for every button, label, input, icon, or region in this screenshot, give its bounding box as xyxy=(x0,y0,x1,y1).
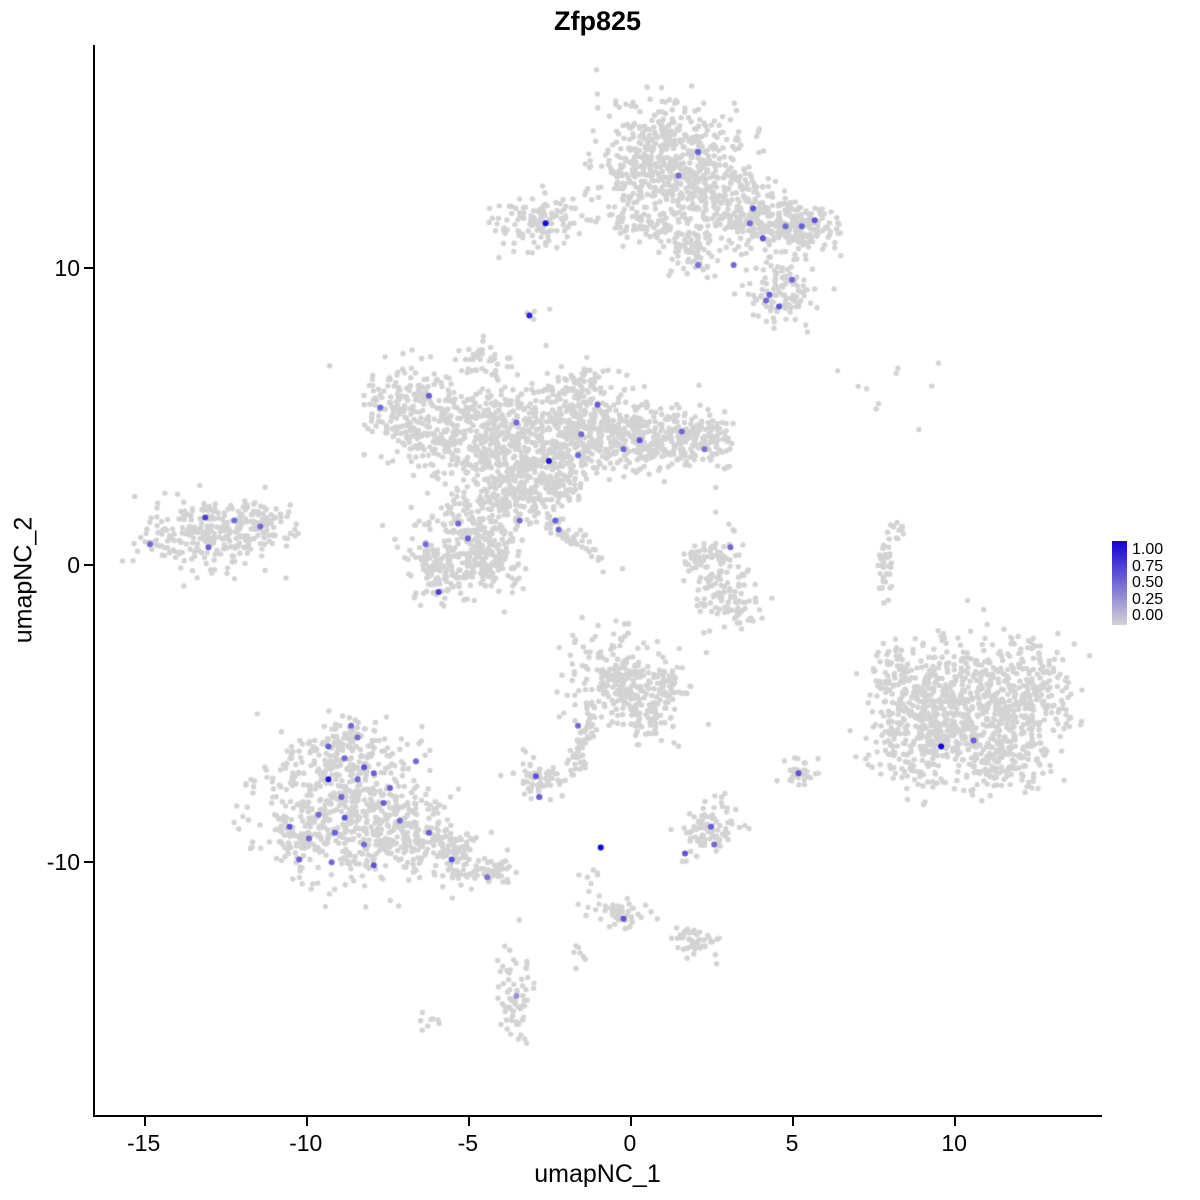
x-tick-label: -5 xyxy=(457,1130,479,1156)
x-tick-mark xyxy=(792,1117,795,1126)
plot-title: Zfp825 xyxy=(553,6,642,36)
colorbar-tick-label: 0.25 xyxy=(1132,590,1164,608)
x-tick-mark xyxy=(954,1117,957,1126)
x-axis-title: umapNC_1 xyxy=(534,1160,661,1188)
colorbar-tick-label: 1.00 xyxy=(1132,541,1164,558)
x-tick-mark xyxy=(305,1117,308,1126)
umap-scatter-canvas xyxy=(95,45,1100,1115)
x-tick-label: -15 xyxy=(127,1130,161,1156)
colorbar-tick-label: 0.75 xyxy=(1132,557,1164,575)
x-tick-mark xyxy=(143,1117,146,1126)
x-tick-label: 0 xyxy=(623,1130,637,1156)
colorbar-tick-label: 0.50 xyxy=(1132,574,1164,591)
colorbar-tick-label: 0.00 xyxy=(1132,607,1164,624)
x-tick-mark xyxy=(629,1117,632,1126)
x-tick-label: 5 xyxy=(785,1130,799,1156)
x-tick-label: -10 xyxy=(289,1130,323,1156)
y-tick-mark xyxy=(84,266,93,269)
expression-colorbar: 1.00 0.75 0.50 0.25 0.00 xyxy=(1112,541,1163,625)
y-tick-mark xyxy=(84,564,93,567)
y-tick-label: 0 xyxy=(67,552,80,579)
y-axis-line xyxy=(93,45,95,1117)
y-axis-title: umapNC_2 xyxy=(9,516,38,644)
y-tick-label: -10 xyxy=(46,849,80,876)
colorbar-gradient xyxy=(1112,541,1127,625)
y-tick-mark xyxy=(84,861,93,864)
y-tick-label: 10 xyxy=(54,254,80,281)
x-tick-label: 10 xyxy=(941,1130,967,1156)
colorbar-labels: 1.00 0.75 0.50 0.25 0.00 xyxy=(1132,541,1163,625)
x-tick-mark xyxy=(467,1117,470,1126)
x-axis-line xyxy=(93,1115,1102,1117)
